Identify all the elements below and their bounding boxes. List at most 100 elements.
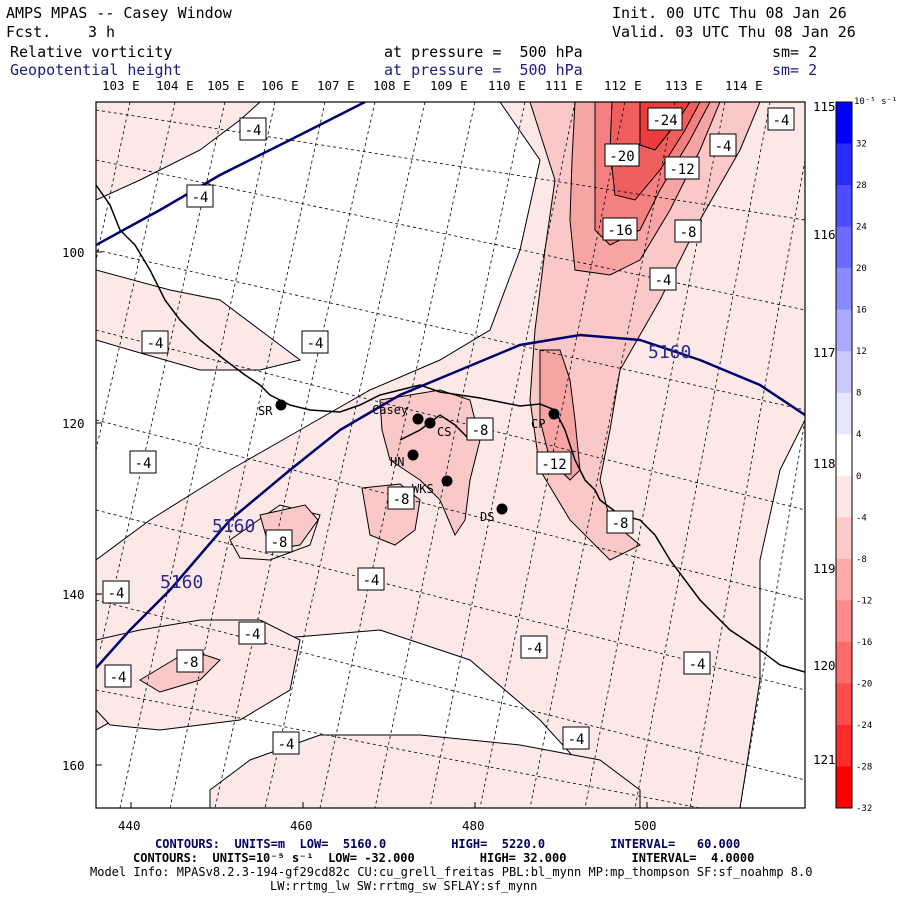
colorbar-swatch — [836, 683, 852, 726]
colorbar-swatch — [836, 600, 852, 643]
station-label: DS — [480, 510, 494, 524]
colorbar-swatch — [836, 268, 852, 311]
station-hn-marker — [407, 449, 419, 461]
contour-label: -4 — [141, 330, 169, 354]
colorbar-swatch — [836, 392, 852, 435]
height-labels: 5160 5160 5160 — [160, 342, 691, 593]
svg-text:-8: -8 — [472, 423, 489, 439]
svg-text:460: 460 — [290, 818, 313, 833]
station-ds-marker — [496, 503, 508, 515]
colorbar-label: 32 — [856, 140, 867, 150]
svg-text:-8: -8 — [182, 655, 199, 671]
colorbar-label: 4 — [856, 430, 861, 440]
contour-label: -16 — [602, 217, 638, 241]
contour-label: -4 — [186, 184, 214, 208]
svg-text:106 E: 106 E — [261, 78, 299, 93]
height-contours — [96, 102, 805, 669]
contour-label: -4 — [562, 726, 590, 750]
station-label: HN — [390, 455, 404, 469]
contour-label: -4 — [129, 450, 157, 474]
station-cp-marker — [548, 408, 560, 420]
svg-text:-12: -12 — [541, 457, 566, 473]
svg-text:-4: -4 — [108, 586, 125, 602]
map-frame — [95, 101, 806, 809]
svg-text:108 E: 108 E — [373, 78, 411, 93]
colorbar-label: -28 — [856, 762, 872, 772]
field1-name: Relative vorticity — [10, 43, 173, 61]
svg-text:500: 500 — [634, 818, 657, 833]
field2-name: Geopotential height — [10, 61, 182, 79]
svg-text:-4: -4 — [568, 732, 585, 748]
contour-label: -4 — [683, 651, 711, 675]
svg-text:111 E: 111 E — [545, 78, 583, 93]
svg-text:440: 440 — [118, 818, 141, 833]
svg-text:-4: -4 — [245, 123, 262, 139]
contour-label: -8 — [387, 486, 415, 510]
colorbar-swatch — [836, 226, 852, 269]
contour-label: -4 — [238, 621, 266, 645]
station-label: CP — [531, 417, 545, 431]
height-label: 5160 — [160, 572, 203, 593]
station-wks-marker — [441, 475, 453, 487]
station-sr-marker — [275, 399, 287, 411]
svg-text:-8: -8 — [680, 225, 697, 241]
station-label: SR — [258, 404, 273, 418]
svg-text:-8: -8 — [393, 492, 410, 508]
colorbar-swatch — [836, 766, 852, 809]
svg-text:103 E: 103 E — [102, 78, 140, 93]
colorbar-swatch — [836, 143, 852, 186]
station-labels: SR Casey CS HN WKS DS CP — [258, 403, 545, 524]
colorbar-swatch — [836, 558, 852, 601]
svg-text:112 E: 112 E — [604, 78, 642, 93]
colorbar-label: 16 — [856, 306, 867, 316]
svg-text:-8: -8 — [612, 516, 629, 532]
svg-text:-4: -4 — [135, 456, 152, 472]
contour-label: -4 — [102, 580, 130, 604]
contour-label: -4 — [649, 267, 677, 291]
svg-text:100: 100 — [62, 245, 85, 260]
height-label: 5160 — [648, 342, 691, 363]
contour-label: -8 — [466, 417, 494, 441]
field1-pressure: at pressure = 500 hPa — [384, 43, 583, 61]
svg-text:114 E: 114 E — [725, 78, 763, 93]
colorbar-label: -12 — [856, 596, 872, 606]
height-label: 5160 — [212, 516, 255, 537]
colorbar-label: -4 — [856, 513, 867, 523]
colorbar-label: -20 — [856, 679, 872, 689]
map-title: AMPS MPAS -- Casey Window — [6, 4, 232, 22]
svg-text:109 E: 109 E — [430, 78, 468, 93]
svg-text:-4: -4 — [773, 113, 790, 129]
field2-smoothing: sm= 2 — [772, 61, 818, 79]
contour-label: -4 — [301, 330, 329, 354]
colorbar-label: 20 — [856, 264, 867, 274]
colorbar-swatch — [836, 517, 852, 560]
colorbar-swatch — [836, 434, 852, 477]
contour-label: -8 — [265, 529, 293, 553]
svg-text:140: 140 — [62, 587, 85, 602]
svg-text:-24: -24 — [652, 113, 677, 129]
colorbar-label: 0 — [856, 472, 861, 482]
colorbar-label: 24 — [856, 223, 867, 233]
svg-text:-16: -16 — [607, 223, 632, 239]
contour-label: -12 — [536, 451, 572, 475]
colorbar-swatch — [836, 309, 852, 352]
colorbar: 32 28 24 20 16 12 8 4 0 -4 -8 -12 -16 -20 -24 -28 -32 — [835, 101, 872, 814]
svg-text:-4: -4 — [192, 190, 209, 206]
station-label: CS — [437, 425, 451, 439]
svg-text:-4: -4 — [244, 627, 261, 643]
contour-label: -8 — [674, 219, 702, 243]
svg-text:160: 160 — [62, 758, 85, 773]
contour-label: -12 — [664, 156, 700, 180]
svg-text:-4: -4 — [110, 670, 127, 686]
colorbar-label: -32 — [856, 804, 872, 814]
svg-text:-4: -4 — [655, 273, 672, 289]
svg-text:-4: -4 — [526, 641, 543, 657]
colorbar-swatch — [836, 641, 852, 684]
contour-label: -8 — [176, 649, 204, 673]
station-label: Casey — [372, 403, 408, 417]
svg-text:120: 120 — [62, 416, 85, 431]
svg-text:-8: -8 — [271, 535, 288, 551]
contours-height-info: CONTOURS: UNITS=m LOW= 5160.0 HIGH= 5220… — [155, 837, 741, 851]
axis-ticks: 440 460 480 500 100 120 140 160 — [62, 245, 657, 833]
